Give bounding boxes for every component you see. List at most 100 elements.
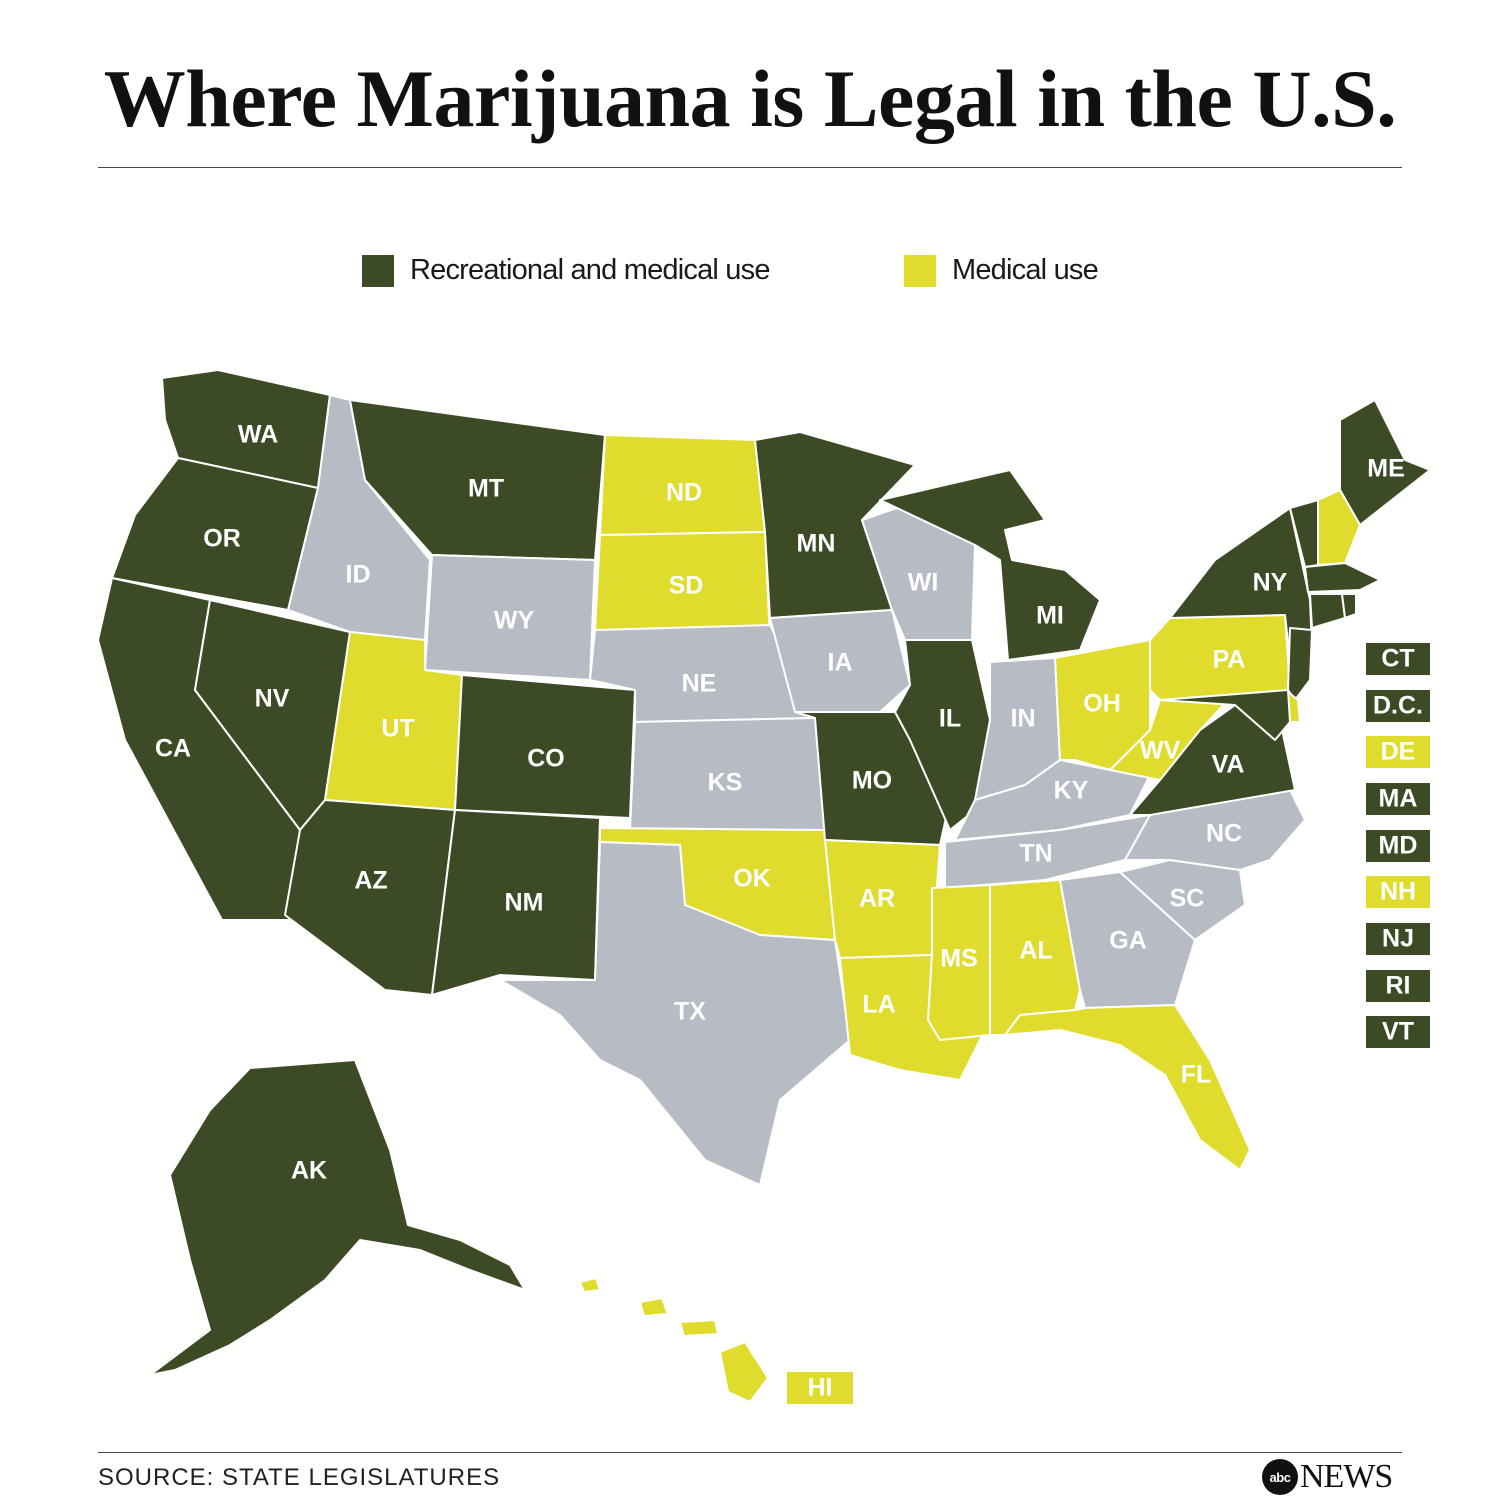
page-title: Where Marijuana is Legal in the U.S. xyxy=(103,53,1397,144)
state-MD[interactable] xyxy=(1159,689,1291,741)
source-note: SOURCE: STATE LEGISLATURES xyxy=(98,1464,501,1491)
state-label-WA: WA xyxy=(238,421,278,449)
legend: Recreational and medical use Medical use xyxy=(0,254,1500,294)
state-label-IL: IL xyxy=(939,705,961,733)
small-state-label: RI xyxy=(1386,972,1411,1000)
small-state-boxes: CT D.C. DE MA MD NH NJ RI VT xyxy=(1366,643,1430,1048)
state-label-WY: WY xyxy=(494,607,535,635)
legend-swatch-medical xyxy=(904,254,936,287)
legend-label-medical: Medical use xyxy=(952,254,1099,286)
state-label-AL: AL xyxy=(1019,937,1052,965)
state-label-AK: AK xyxy=(291,1157,327,1185)
state-NH[interactable] xyxy=(1317,489,1361,566)
state-HI-island[interactable] xyxy=(579,1277,601,1293)
small-state-box-NJ: NJ xyxy=(1366,923,1430,955)
state-label-NE: NE xyxy=(682,670,717,698)
state-label-OK: OK xyxy=(733,865,771,893)
legend-label-recreational: Recreational and medical use xyxy=(410,254,770,286)
small-state-box-MD: MD xyxy=(1366,830,1430,862)
state-label-AR: AR xyxy=(859,885,895,913)
state-label-IN: IN xyxy=(1011,705,1036,733)
state-label-MT: MT xyxy=(468,475,504,503)
small-state-swatch xyxy=(1366,923,1430,955)
state-label-MN: MN xyxy=(797,530,836,558)
state-label-ME: ME xyxy=(1367,455,1405,483)
state-AZ[interactable] xyxy=(284,799,456,996)
state-label-CA: CA xyxy=(155,735,191,763)
state-label-NY: NY xyxy=(1253,569,1288,597)
state-label-TX: TX xyxy=(674,998,706,1026)
state-label-MS: MS xyxy=(940,945,978,973)
state-label-IA: IA xyxy=(828,649,853,677)
state-IA[interactable] xyxy=(769,609,911,713)
small-state-swatch xyxy=(1366,736,1430,768)
state-CT[interactable] xyxy=(1309,593,1346,629)
state-NM[interactable] xyxy=(431,809,601,996)
small-state-label: D.C. xyxy=(1373,692,1423,720)
state-label-TN: TN xyxy=(1019,840,1052,868)
abc-logo-mark: abc xyxy=(1262,1459,1298,1495)
state-label-AZ: AZ xyxy=(354,867,387,895)
small-state-label: CT xyxy=(1381,645,1414,673)
small-state-box-DC: D.C. xyxy=(1366,690,1430,722)
state-label-MO: MO xyxy=(852,767,892,795)
small-state-swatch xyxy=(1366,643,1430,675)
state-HI-island[interactable] xyxy=(679,1319,719,1337)
abc-news-logo: abc NEWS xyxy=(1262,1458,1393,1496)
state-AK[interactable] xyxy=(149,1059,526,1376)
state-label-GA: GA xyxy=(1109,927,1147,955)
state-label-WI: WI xyxy=(908,569,939,597)
state-label-CO: CO xyxy=(527,745,565,773)
news-wordmark: NEWS xyxy=(1300,1458,1393,1495)
state-IL[interactable] xyxy=(894,639,991,831)
state-TX[interactable] xyxy=(499,841,851,1186)
legend-item-recreational: Recreational and medical use xyxy=(362,254,770,287)
state-RI[interactable] xyxy=(1341,593,1357,619)
small-state-box-RI: RI xyxy=(1366,970,1430,1002)
small-state-label: MA xyxy=(1379,785,1418,813)
state-HI-island[interactable] xyxy=(639,1297,669,1317)
small-state-swatch xyxy=(1366,1016,1430,1048)
state-OR[interactable] xyxy=(111,457,319,611)
small-state-box-NH: NH xyxy=(1366,876,1430,908)
small-state-box-VT: VT xyxy=(1366,1016,1430,1048)
state-label-ID: ID xyxy=(346,561,371,589)
small-state-swatch xyxy=(1366,783,1430,815)
legend-item-medical: Medical use xyxy=(904,254,1099,287)
state-label-VA: VA xyxy=(1212,751,1245,779)
state-label-UT: UT xyxy=(381,715,414,743)
small-state-box-DE: DE xyxy=(1366,736,1430,768)
callout-box-HI xyxy=(787,1372,853,1404)
state-label-OH: OH xyxy=(1083,690,1121,718)
state-label-PA: PA xyxy=(1213,646,1246,674)
legend-swatch-recreational xyxy=(362,254,394,287)
state-label-SC: SC xyxy=(1170,885,1205,913)
state-MI[interactable] xyxy=(879,469,1101,661)
state-FL[interactable] xyxy=(1004,1004,1251,1171)
small-state-swatch xyxy=(1366,830,1430,862)
small-state-box-CT: CT xyxy=(1366,643,1430,675)
state-label-OR: OR xyxy=(203,525,241,553)
small-state-label: DE xyxy=(1381,738,1416,766)
state-NJ[interactable] xyxy=(1287,627,1313,701)
small-state-label: VT xyxy=(1382,1018,1414,1046)
state-MA[interactable] xyxy=(1304,562,1381,593)
small-state-label: NJ xyxy=(1382,925,1414,953)
small-state-swatch xyxy=(1366,876,1430,908)
small-state-swatch xyxy=(1366,690,1430,722)
state-HI[interactable] xyxy=(719,1341,769,1403)
state-label-NC: NC xyxy=(1206,820,1242,848)
title-divider xyxy=(98,167,1402,168)
state-SC[interactable] xyxy=(1119,859,1246,941)
callout-HI: HI xyxy=(787,1372,853,1404)
state-label-NV: NV xyxy=(255,685,290,713)
small-state-label: MD xyxy=(1379,832,1418,860)
small-state-swatch xyxy=(1366,970,1430,1002)
state-label-MI: MI xyxy=(1036,602,1064,630)
small-state-label: NH xyxy=(1380,878,1416,906)
state-label-NM: NM xyxy=(505,889,544,917)
state-label-ND: ND xyxy=(666,479,702,507)
state-label-LA: LA xyxy=(862,991,895,1019)
state-label-WV: WV xyxy=(1140,737,1181,765)
